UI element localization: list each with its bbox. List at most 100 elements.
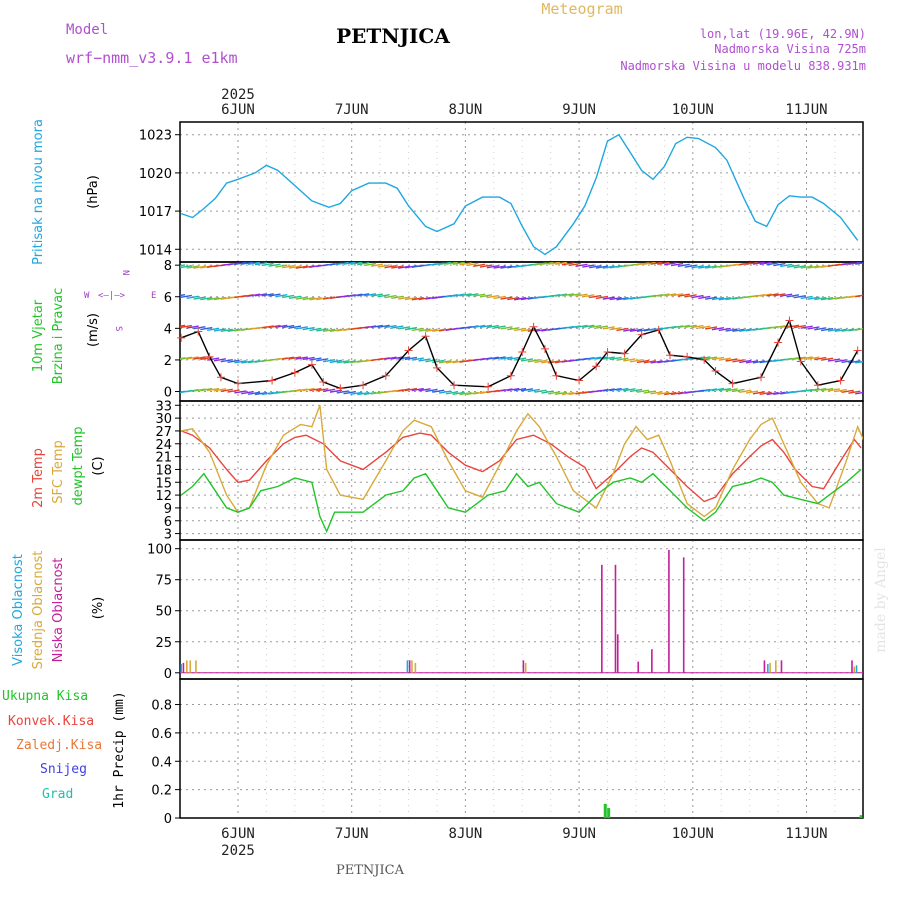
wind-arrow	[479, 294, 493, 298]
wind-arrow	[827, 388, 841, 392]
wind-arrow	[180, 356, 192, 360]
wind-arrow	[739, 328, 752, 332]
wind-arrow	[623, 358, 636, 362]
top-day-label: 7JUN	[335, 102, 369, 118]
altitude-info: Nadmorska Visina 725m	[714, 42, 866, 56]
wind-arrow	[193, 388, 206, 392]
wind-arrow	[554, 293, 568, 297]
y-tick-label: 25	[155, 636, 172, 651]
wind-arrow	[500, 296, 513, 300]
wind-arrow	[180, 324, 192, 329]
wind-arrow	[186, 356, 199, 360]
compass-n: N	[120, 270, 130, 275]
wind-arrow	[268, 293, 281, 297]
wind-speed-point	[177, 333, 186, 342]
wind-arrow	[820, 297, 834, 301]
wind-arrow	[459, 391, 472, 396]
wind-speed-point	[216, 373, 225, 382]
footer-title: PETNJICA	[336, 863, 405, 878]
wind-labels: 10m Vjetar Brzina i Pravac (m/s) N W E S…	[31, 270, 156, 384]
wind-arrow	[834, 328, 847, 333]
wind-arrow	[589, 356, 602, 360]
wind-arrow	[473, 324, 486, 329]
wind-speed-point	[381, 371, 390, 380]
temperature-series-line	[181, 405, 863, 518]
y-tick-label: 18	[155, 463, 172, 478]
y-tick-label: 27	[155, 425, 172, 440]
wind-speed-point	[592, 362, 601, 371]
wind-arrow	[855, 294, 863, 298]
wind-speed-point	[552, 371, 561, 380]
wind-arrow	[793, 324, 806, 329]
wind-arrow	[241, 391, 254, 395]
wind-arrow	[493, 295, 506, 300]
wind-arrow	[705, 356, 718, 360]
wind-speed-point	[603, 348, 612, 357]
wind-arrow	[418, 358, 431, 362]
wind-arrow	[711, 387, 725, 392]
wind-speed-point	[432, 363, 441, 372]
cloud-low-title: Niska Oblacnost	[51, 558, 66, 663]
wind-arrow	[541, 262, 554, 266]
wind-arrow	[766, 391, 779, 396]
bottom-day-label: 10JUN	[672, 826, 714, 842]
wind-arrow	[834, 359, 847, 363]
wind-arrow	[377, 294, 390, 298]
wind-title-2: Brzina i Pravac	[51, 288, 66, 385]
wind-arrow	[418, 388, 431, 392]
wind-arrow	[800, 265, 813, 269]
y-tick-label: 33	[155, 399, 172, 414]
wind-arrow	[261, 262, 274, 267]
bottom-day-label: 11JUN	[785, 826, 827, 842]
wind-arrow	[834, 388, 847, 393]
wind-arrow	[575, 324, 588, 329]
wind-arrow	[657, 262, 670, 266]
wind-arrow	[322, 358, 336, 363]
wind-arrow	[684, 294, 697, 298]
wind-arrow	[384, 356, 397, 360]
wind-arrow	[800, 325, 813, 329]
wind-speed-point	[268, 376, 277, 385]
y-tick-label: 75	[155, 574, 172, 589]
wind-arrow	[486, 324, 499, 329]
wind-series-line	[180, 318, 859, 390]
wind-arrow	[234, 390, 247, 394]
wind-arrow	[329, 328, 343, 332]
wind-arrow	[180, 264, 192, 269]
wind-arrow	[534, 359, 547, 364]
wind-arrow	[677, 324, 690, 329]
y-tick-label: 2	[164, 354, 172, 369]
wind-arrow	[200, 387, 213, 392]
wind-arrow	[329, 359, 343, 364]
wind-speed-point	[506, 371, 515, 380]
wind-arrow	[500, 388, 513, 392]
wind-arrow	[705, 326, 718, 330]
wind-arrow	[377, 324, 390, 329]
wind-arrow	[786, 294, 800, 298]
wind-arrow	[732, 359, 745, 363]
wind-arrow	[636, 389, 650, 393]
wind-arrow	[343, 262, 356, 265]
wind-arrow	[404, 387, 418, 392]
wind-arrow	[336, 262, 349, 266]
pressure-panel: 1014 1017 1020 1023	[139, 121, 864, 263]
wind-arrow	[486, 294, 499, 299]
cloud_cover-bar	[851, 660, 853, 673]
cloud_cover-bar	[855, 665, 858, 673]
wind-arrow	[247, 293, 261, 297]
wind-arrow	[445, 391, 459, 395]
wind-arrow	[500, 326, 513, 330]
wind-arrow	[548, 262, 561, 265]
wind-arrow	[473, 263, 486, 267]
wind-arrow	[670, 293, 684, 297]
wind-arrow	[268, 324, 281, 329]
wind-arrow	[561, 262, 574, 266]
wind-speed-point	[728, 379, 737, 388]
wind-arrow	[520, 358, 534, 362]
wind-arrow	[766, 262, 779, 266]
wind-arrow	[636, 359, 650, 364]
wind-arrow	[725, 358, 738, 362]
wind-arrow	[500, 265, 513, 269]
wind-arrow	[493, 325, 506, 329]
